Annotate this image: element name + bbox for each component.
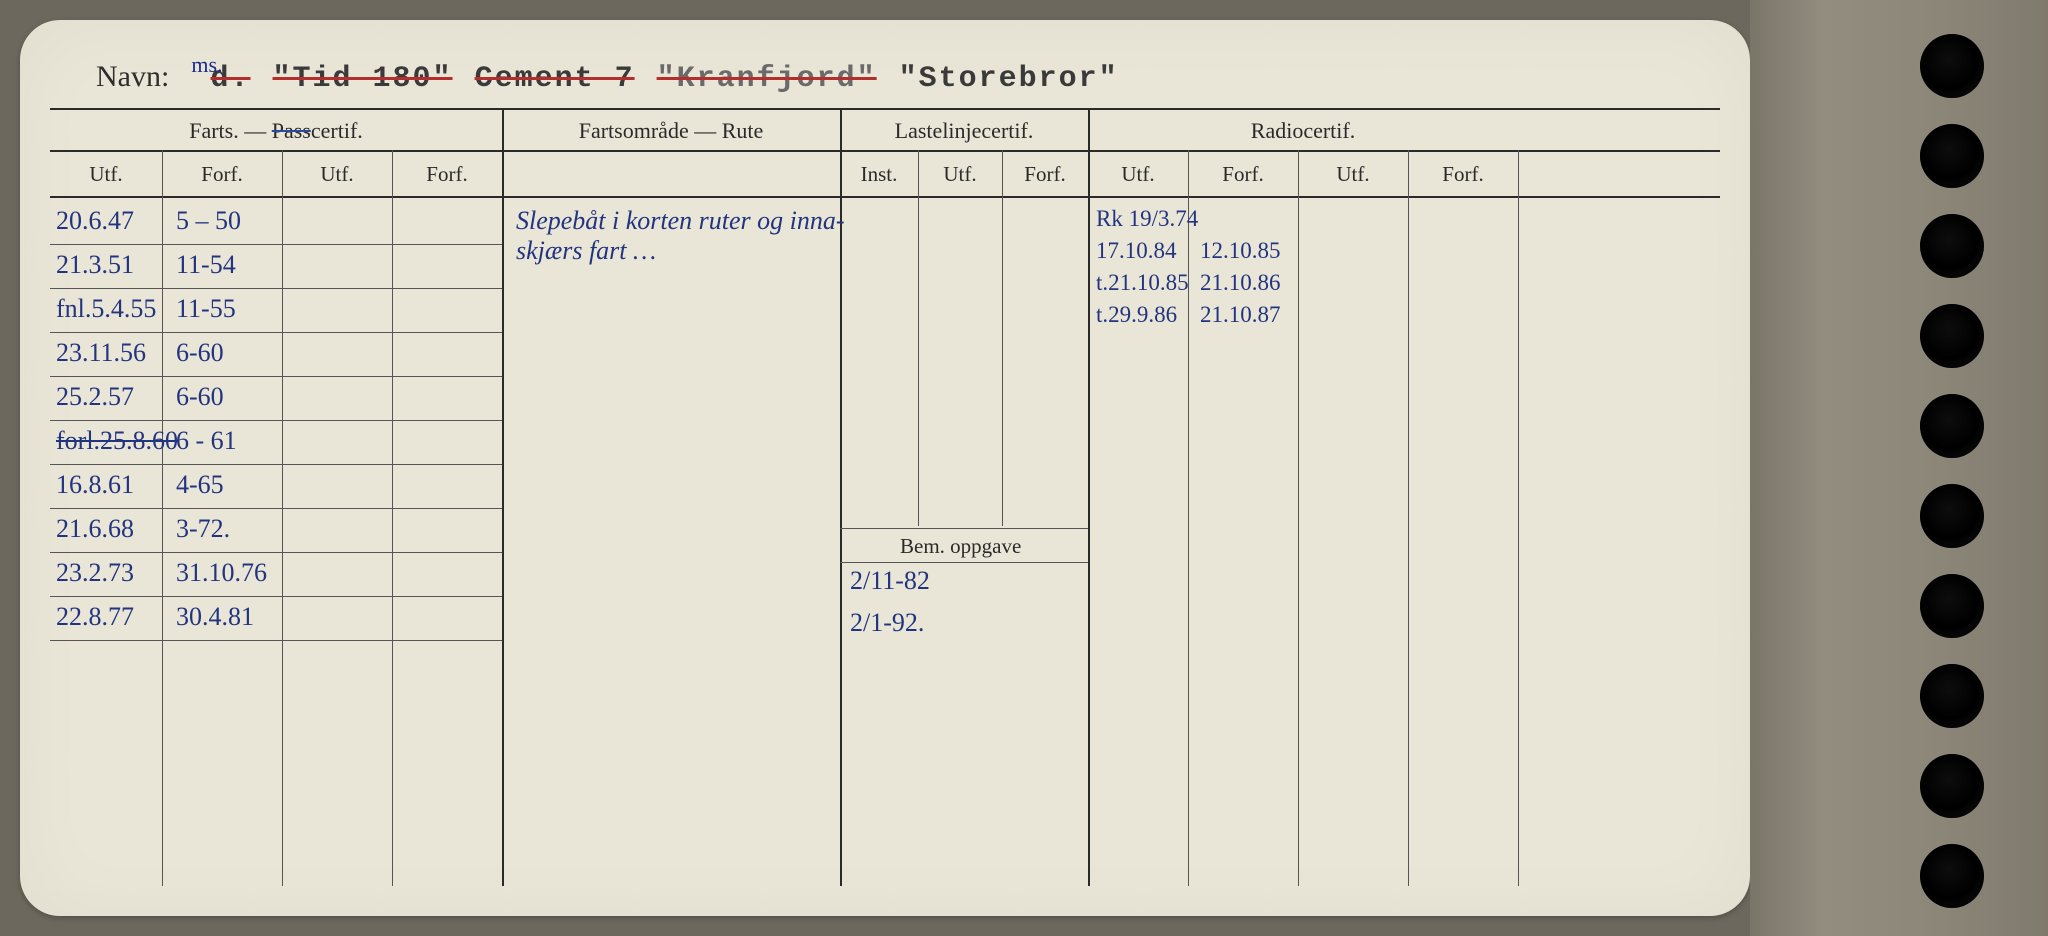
bem-row-1: 2/11-82 (850, 566, 930, 596)
vline (1408, 150, 1409, 886)
punch-hole (1920, 214, 1984, 278)
farts-forf: 4-65 (176, 470, 224, 500)
farts-utf: forl.25.8.60 (56, 426, 178, 456)
bem-oppgave-label: Bem. oppgave (900, 534, 1021, 559)
col-laste: Lastelinjecertif. (840, 118, 1088, 144)
farts-forf: 6 - 61 (176, 426, 237, 456)
binding-strip (1750, 0, 2048, 936)
form-grid: Farts. — Passcertif. Fartsområde — Rute … (50, 108, 1720, 886)
sub-utf: Utf. (50, 162, 162, 187)
record-card: Navn: ms. d. "Tid 180" Cement 7 "Kranfjo… (20, 20, 1750, 916)
vline (162, 150, 163, 886)
farts-forf: 30.4.81 (176, 602, 254, 632)
farts-utf: 21.6.68 (56, 514, 134, 544)
hline-bem (840, 528, 1088, 529)
rowline (50, 596, 502, 597)
hline-section (50, 150, 1720, 152)
vline (392, 150, 393, 886)
sub-utf: Utf. (1088, 162, 1188, 187)
punch-hole (1920, 664, 1984, 728)
sub-forf: Forf. (1002, 162, 1088, 187)
punch-hole (1920, 754, 1984, 818)
rowline (50, 332, 502, 333)
rowline (50, 420, 502, 421)
vline (1298, 150, 1299, 886)
rowline (50, 640, 502, 641)
hline-bem2 (840, 562, 1088, 563)
radio-forf: 21.10.86 (1200, 270, 1281, 296)
farts-utf: 25.2.57 (56, 382, 134, 412)
vline-laste-end (1088, 110, 1090, 886)
farts-forf: 6-60 (176, 382, 224, 412)
navn-label: Navn: (96, 60, 169, 94)
punch-hole (1920, 394, 1984, 458)
col-farts: Farts. — Passcertif. (50, 118, 502, 144)
vline (282, 150, 283, 886)
rowline (50, 552, 502, 553)
col-rute: Fartsområde — Rute (502, 118, 840, 144)
farts-utf: 16.8.61 (56, 470, 134, 500)
hline-subheader (50, 196, 1720, 198)
radio-utf: 17.10.84 (1096, 238, 1177, 264)
farts-utf: 23.11.56 (56, 338, 146, 368)
farts-forf: 31.10.76 (176, 558, 267, 588)
punch-hole (1920, 304, 1984, 368)
punch-hole (1920, 34, 1984, 98)
punch-hole (1920, 844, 1984, 908)
rute-text-2: skjærs fart … (516, 236, 656, 266)
ms-annotation: ms. (191, 52, 222, 78)
vline (1188, 150, 1189, 886)
radio-utf: t.21.10.85 (1096, 270, 1189, 296)
farts-forf: 3-72. (176, 514, 230, 544)
sub-utf: Utf. (1298, 162, 1408, 187)
card-header: Navn: ms. d. "Tid 180" Cement 7 "Kranfjo… (96, 60, 1119, 96)
rowline (50, 464, 502, 465)
farts-forf: 5 – 50 (176, 206, 241, 236)
sub-forf: Forf. (1408, 162, 1518, 187)
farts-utf: 20.6.47 (56, 206, 134, 236)
rute-text-1: Slepebåt i korten ruter og inna- (516, 206, 845, 236)
sub-forf: Forf. (1188, 162, 1298, 187)
sub-forf: Forf. (392, 162, 502, 187)
punch-hole (1920, 484, 1984, 548)
punch-hole (1920, 574, 1984, 638)
col-radio: Radiocertif. (1088, 118, 1518, 144)
name-kranfjord: "Kranfjord" (657, 62, 877, 96)
radio-utf: Rk 19/3.74 (1096, 206, 1198, 232)
vline (918, 150, 919, 526)
radio-utf: t.29.9.86 (1096, 302, 1177, 328)
rowline (50, 288, 502, 289)
farts-utf: 22.8.77 (56, 602, 134, 632)
vline (1518, 150, 1519, 886)
sub-utf: Utf. (282, 162, 392, 187)
radio-forf: 12.10.85 (1200, 238, 1281, 264)
vline (1002, 150, 1003, 526)
name-tid-180: "Tid 180" (273, 62, 453, 96)
name-cement-7: Cement 7 (475, 62, 635, 96)
name-storebror: "Storebror" (899, 62, 1119, 96)
rowline (50, 508, 502, 509)
farts-forf: 6-60 (176, 338, 224, 368)
sub-utf: Utf. (918, 162, 1002, 187)
sub-forf: Forf. (162, 162, 282, 187)
farts-utf: 21.3.51 (56, 250, 134, 280)
farts-forf: 11-55 (176, 294, 236, 324)
farts-forf: 11-54 (176, 250, 236, 280)
rowline (50, 376, 502, 377)
rowline (50, 244, 502, 245)
radio-forf: 21.10.87 (1200, 302, 1281, 328)
punch-hole (1920, 124, 1984, 188)
farts-utf: fnl.5.4.55 (56, 294, 156, 324)
sub-inst: Inst. (840, 162, 918, 187)
bem-row-2: 2/1-92. (850, 608, 924, 638)
farts-utf: 23.2.73 (56, 558, 134, 588)
vline-farts-end (502, 110, 504, 886)
